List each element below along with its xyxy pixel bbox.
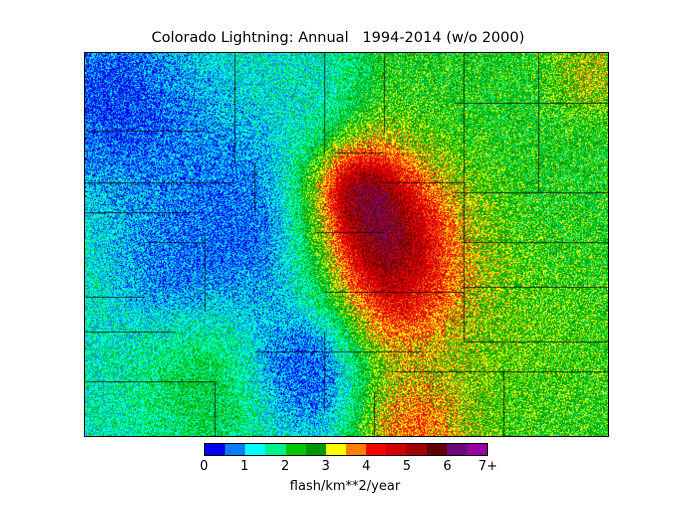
colorbar-tick-label: 1: [240, 459, 249, 474]
colorbar-segment: [245, 444, 266, 455]
colorbar-segment: [325, 444, 346, 455]
colorbar-segment: [366, 444, 387, 455]
colorbar-segment: [426, 444, 447, 455]
colorbar-tick-label: 2: [281, 459, 290, 474]
colorbar-segment: [466, 444, 487, 455]
colorbar-segment: [225, 444, 246, 455]
colorbar-tick-label: 6: [443, 459, 452, 474]
colorbar-segment: [265, 444, 286, 455]
colorbar-segment: [345, 444, 367, 455]
colorbar-segment: [446, 444, 467, 455]
colorbar-tick-label: 5: [402, 459, 411, 474]
colorbar-tick-label: 4: [362, 459, 371, 474]
colorbar-segment: [305, 444, 326, 455]
colorbar-segment: [386, 444, 407, 455]
colorbar: [204, 443, 488, 456]
colorbar-segment: [205, 444, 226, 455]
map-title: Colorado Lightning: Annual 1994-2014 (w/…: [151, 30, 525, 46]
lightning-density-map: [84, 52, 609, 437]
colorbar-label: flash/km**2/year: [289, 479, 401, 494]
colorbar-tick-label: 3: [321, 459, 330, 474]
colorbar-tick-label: 7+: [478, 459, 498, 474]
colorbar-segment: [285, 444, 306, 455]
colorbar-segment: [406, 444, 427, 455]
colorbar-tick-label: 0: [199, 459, 209, 474]
